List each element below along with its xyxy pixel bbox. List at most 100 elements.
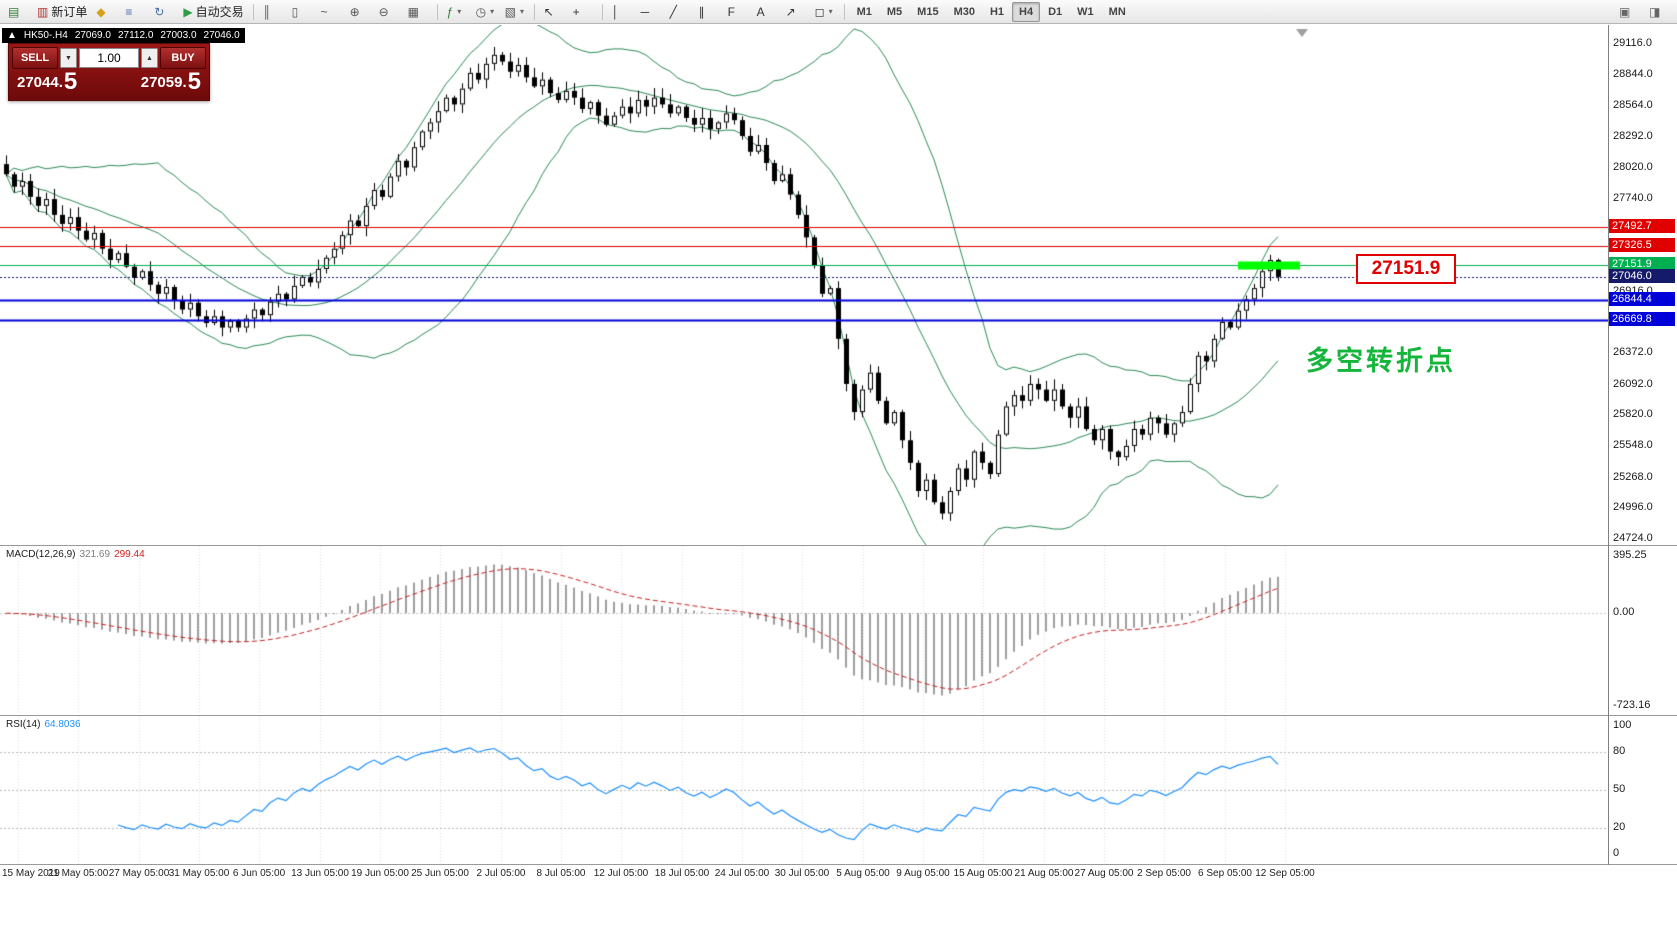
price-axis-tick: 28020.0 — [1613, 160, 1653, 173]
price-line-label: 27492.7 — [1609, 218, 1675, 233]
new-order-button-label: 新订单 — [51, 5, 88, 19]
profiles-button[interactable]: ◆ — [92, 1, 120, 23]
buy-price[interactable]: 27059. 5 — [141, 70, 201, 94]
sell-button[interactable]: SELL — [12, 47, 58, 69]
timeframe-m5-button[interactable]: M5 — [886, 5, 903, 18]
timeframe-m1-button[interactable]: M1 — [856, 5, 872, 18]
zoom-in-icon: ⊕ — [349, 4, 360, 19]
sell-price-main: 27044. — [17, 74, 63, 91]
x-axis-label: 15 Aug 05:00 — [953, 868, 1013, 879]
ohlc-high: 27112.0 — [117, 30, 154, 41]
refresh-icon: ↻ — [154, 4, 165, 19]
zoom-out-button[interactable]: ⊖ — [375, 1, 403, 23]
macd-panel-canvas[interactable] — [0, 546, 1608, 714]
toolbar-separator — [436, 3, 438, 20]
panel-separator[interactable] — [0, 715, 1677, 716]
buy-price-big-digit: 5 — [187, 68, 201, 95]
main-chart-canvas[interactable] — [0, 25, 1608, 545]
new-chart-button[interactable]: ▤ — [4, 1, 32, 23]
chevron-down-icon: ▾ — [490, 7, 495, 16]
rsi-label: RSI(14) 64.8036 — [6, 719, 81, 730]
fibonacci-button[interactable]: F — [724, 1, 752, 23]
strategy-tester-button[interactable]: ◨ — [1645, 1, 1673, 23]
pivot-annotation: 多空转折点 — [1306, 346, 1456, 376]
chevron-down-icon: ▾ — [519, 7, 524, 16]
price-axis-tick: 28292.0 — [1613, 129, 1653, 142]
timeframe-h1-button[interactable]: H1 — [989, 5, 1005, 18]
market-watch-button[interactable]: ≡ — [121, 1, 149, 23]
refresh-button[interactable]: ↻ — [150, 1, 178, 23]
market-watch-icon: ≡ — [125, 4, 133, 19]
arrow-button[interactable]: ↗ — [782, 1, 810, 23]
timeframe-h4-button[interactable]: H4 — [1012, 1, 1041, 22]
toolbar-right-group: ▣ ◨ — [1615, 1, 1673, 23]
timeframe-mn-button[interactable]: MN — [1108, 5, 1126, 18]
price-axis-tick: 26372.0 — [1613, 346, 1653, 359]
crosshair-icon: + — [572, 4, 580, 19]
horizontal-line-button[interactable]: ─ — [637, 1, 665, 23]
timeframe-d1-button[interactable]: D1 — [1048, 5, 1063, 18]
data-window-button[interactable]: ▣ — [1615, 1, 1643, 23]
timeframe-m15-button[interactable]: M15 — [917, 5, 939, 18]
panel-separator — [0, 864, 1677, 865]
tile-windows-button[interactable]: ▦ — [404, 1, 432, 23]
price-axis-tick: 28844.0 — [1613, 67, 1653, 80]
new-order-button[interactable]: ▥ 新订单 — [33, 1, 91, 23]
x-axis-label: 5 Aug 05:00 — [836, 868, 890, 879]
macd-axis-max: 395.25 — [1613, 549, 1647, 561]
bars-chart-button[interactable]: ║ — [259, 1, 287, 23]
autotrading-icon: ▶ — [183, 4, 193, 19]
symbol-label: HK50-.H4 — [23, 30, 68, 41]
text-button[interactable]: A — [753, 1, 781, 23]
rsi-panel-canvas[interactable] — [0, 716, 1608, 864]
strategy-tester-icon: ◨ — [1649, 4, 1661, 19]
autotrading-button[interactable]: ▶ 自动交易 — [179, 1, 247, 23]
price-axis-tick: 25548.0 — [1613, 439, 1653, 452]
macd-name: MACD(12,26,9) — [6, 549, 76, 560]
shapes-button[interactable]: ◻ ▾ — [811, 1, 839, 23]
toolbar-separator — [843, 3, 845, 20]
templates-button[interactable]: ▧ ▾ — [501, 1, 529, 23]
timeframe-m30-button[interactable]: M30 — [953, 5, 975, 18]
fibonacci-icon: F — [727, 4, 735, 19]
x-axis-label: 13 Jun 05:00 — [291, 868, 349, 879]
panel-separator[interactable] — [0, 545, 1677, 546]
autotrading-button-label: 自动交易 — [195, 5, 244, 19]
x-axis-label: 25 Jun 05:00 — [411, 868, 469, 879]
chart-window: ▲ HK50-.H4 27069.0 27112.0 27003.0 27046… — [0, 25, 1677, 948]
cursor-button[interactable]: ↖ — [540, 1, 568, 23]
sell-price[interactable]: 27044. 5 — [17, 70, 77, 94]
channel-button[interactable]: ∥ — [695, 1, 723, 23]
timeframe-w1-button[interactable]: W1 — [1077, 5, 1094, 18]
trendline-button[interactable]: ╱ — [666, 1, 694, 23]
zoom-in-button[interactable]: ⊕ — [346, 1, 374, 23]
price-axis-tick: 25268.0 — [1613, 470, 1653, 483]
rsi-axis-label: 80 — [1613, 744, 1626, 757]
line-chart-button[interactable]: ~ — [317, 1, 345, 23]
price-axis-tick: 24996.0 — [1613, 501, 1653, 514]
x-axis-label: 2 Jul 05:00 — [476, 868, 526, 879]
periods-button[interactable]: ◷ ▾ — [472, 1, 500, 23]
x-axis-label: 2 Sep 05:00 — [1137, 868, 1191, 879]
x-axis-label: 6 Sep 05:00 — [1198, 868, 1252, 879]
volume-decrease-button[interactable]: ▼ — [60, 48, 77, 68]
vertical-line-button[interactable]: │ — [608, 1, 636, 23]
buy-button[interactable]: BUY — [160, 47, 206, 69]
price-line-label: 26669.8 — [1609, 311, 1675, 326]
rsi-value: 64.8036 — [44, 719, 81, 730]
x-axis-label: 21 Aug 05:00 — [1014, 868, 1074, 879]
x-axis-label: 19 Jun 05:00 — [351, 868, 409, 879]
rsi-axis-label: 50 — [1613, 783, 1626, 795]
x-axis-label: 21 May 05:00 — [47, 868, 109, 879]
candles-chart-button[interactable]: ▯ — [288, 1, 316, 23]
price-line-label: 27151.9 — [1609, 257, 1675, 272]
volume-input[interactable] — [79, 48, 139, 68]
collapse-icon[interactable]: ▲ — [7, 30, 17, 41]
x-axis-label: 27 May 05:00 — [108, 868, 170, 879]
volume-increase-button[interactable]: ▲ — [141, 48, 158, 68]
shapes-icon: ◻ — [814, 4, 825, 19]
indicators-button[interactable]: ƒ ▾ — [443, 1, 471, 23]
templates-icon: ▧ — [504, 4, 516, 19]
crosshair-button[interactable]: + — [569, 1, 597, 23]
